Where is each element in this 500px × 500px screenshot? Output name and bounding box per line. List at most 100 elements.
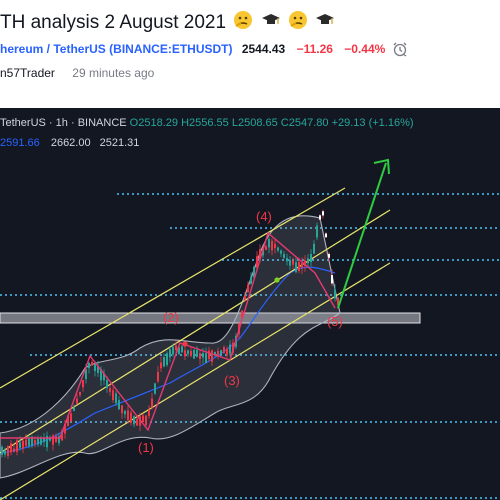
candle [85, 369, 87, 380]
candle [226, 349, 228, 355]
candle [253, 266, 255, 278]
candle [70, 413, 72, 422]
symbol-name-link[interactable]: hereum / TetherUS [0, 42, 106, 56]
candle [151, 398, 153, 408]
candle [49, 437, 51, 441]
candle [205, 353, 207, 363]
wave-marker [182, 341, 188, 347]
candle [298, 262, 300, 272]
candle [337, 297, 339, 305]
candle [73, 407, 75, 411]
candle [247, 284, 249, 293]
support-zone[interactable] [0, 312, 421, 324]
candle [145, 415, 147, 425]
candle [58, 436, 60, 444]
candle [283, 254, 285, 259]
indicator-value-basis: 2591.66 [0, 137, 40, 149]
candle [136, 419, 138, 426]
candle [25, 439, 27, 446]
chart-legend: TetherUS · 1h · BINANCE O2518.29 H2556.5… [0, 117, 414, 129]
candle [109, 388, 111, 392]
alarm-clock-icon[interactable] [392, 41, 408, 62]
legend-open: O2518.29 [129, 117, 178, 129]
candle [292, 260, 294, 265]
candle [103, 373, 105, 381]
elliott-wave-path [0, 231, 336, 439]
candle [1, 446, 3, 455]
candle [184, 350, 186, 357]
candle [100, 369, 102, 381]
candle [22, 440, 24, 449]
candle [154, 383, 156, 394]
candle [241, 310, 243, 318]
candle [4, 451, 6, 455]
candle [250, 276, 252, 284]
publish-time: 29 minutes ago [72, 66, 155, 80]
author-row: n57Trader 29 minutes ago [0, 66, 154, 80]
candle [328, 253, 330, 258]
candle [97, 366, 99, 373]
author-name-link[interactable]: n57Trader [0, 66, 55, 80]
candle [271, 240, 273, 251]
candle [277, 247, 279, 251]
graduation-cap-icon [315, 10, 335, 36]
price-change-percent: −0.44% [344, 42, 386, 56]
candle [190, 350, 192, 356]
candle [79, 392, 81, 395]
candle [319, 215, 321, 220]
candle [313, 243, 315, 254]
candle [34, 440, 36, 444]
candle [130, 412, 132, 423]
channel-lower [0, 262, 391, 500]
ascending-channel [0, 187, 391, 500]
candle [256, 256, 258, 268]
candle [40, 437, 42, 445]
candle [19, 442, 21, 448]
legend-interval[interactable]: 1h [55, 117, 68, 129]
candle [142, 415, 144, 423]
candle [106, 380, 108, 388]
candle [91, 361, 93, 366]
projection-arrow [337, 162, 387, 309]
candle [127, 410, 129, 421]
channel-upper [0, 187, 346, 389]
candle [88, 362, 90, 369]
candle [199, 353, 201, 359]
candle [46, 435, 48, 448]
candle [193, 349, 195, 359]
candle [286, 258, 288, 262]
symbol-row: hereum / TetherUS (BINANCE:ETHUSDT) 2544… [0, 42, 385, 56]
candle [76, 398, 78, 404]
last-price: 2544.43 [241, 42, 286, 56]
candle [268, 238, 270, 248]
candle [112, 390, 114, 401]
candle [163, 357, 165, 367]
candle [331, 275, 333, 284]
candle [31, 436, 33, 446]
candle [289, 260, 291, 266]
candle [295, 262, 297, 273]
candle [178, 347, 180, 355]
symbol-exchange-link[interactable]: (BINANCE:ETHUSDT) [109, 42, 233, 56]
price-chart[interactable]: (1) (2) (3) (4) (5) TetherUS · 1h · BINA… [0, 108, 500, 500]
legend-change: +29.13 (+1.16%) [331, 117, 414, 129]
chart-canvas[interactable]: (1) (2) (3) (4) (5) [0, 108, 500, 500]
price-change: −11.26 [296, 42, 333, 56]
candle [64, 424, 66, 434]
candle [55, 435, 57, 443]
arrow-head [373, 158, 390, 175]
candle [280, 250, 282, 254]
candle [61, 430, 63, 441]
candle [181, 346, 183, 353]
legend-pair: TetherUS [0, 117, 46, 129]
idea-title: TH analysis 2 August 2021 [0, 10, 335, 36]
candle [211, 350, 213, 362]
candle [274, 243, 276, 249]
candle [301, 263, 303, 269]
candle [124, 410, 126, 415]
candle [7, 445, 9, 456]
candle [139, 416, 141, 426]
legend-low: L2508.65 [231, 117, 278, 129]
legend-high: H2556.55 [181, 117, 229, 129]
candle [217, 351, 219, 357]
